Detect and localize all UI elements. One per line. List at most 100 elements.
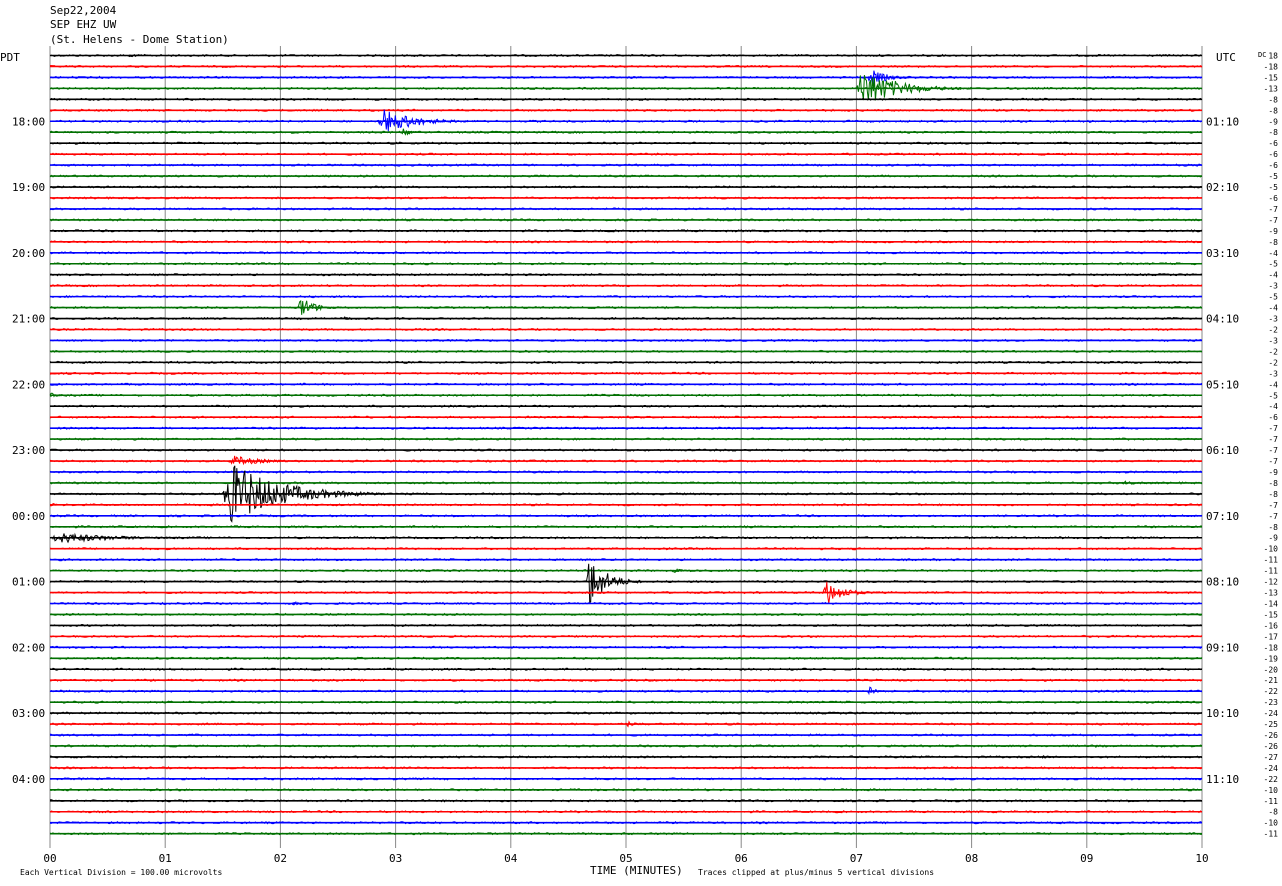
- dc-offset-label: -15: [1264, 73, 1279, 82]
- trace-noise: [49, 557, 1203, 562]
- dc-offset-label: -7: [1268, 424, 1278, 433]
- utc-axis-label: UTC: [1216, 51, 1236, 64]
- trace-noise: [49, 579, 1203, 584]
- trace-noise: [49, 338, 1203, 343]
- dc-offset-label: -5: [1268, 293, 1278, 302]
- dc-offset-label: -27: [1264, 753, 1279, 762]
- dc-offset-label: -6: [1268, 161, 1278, 170]
- dc-offset-label: -13: [1264, 84, 1279, 93]
- dc-offset-label: -2: [1268, 347, 1278, 356]
- trace-noise: [49, 623, 1203, 628]
- utc-time-label: 07:10: [1206, 510, 1239, 523]
- dc-offset-label: -16: [1264, 621, 1279, 630]
- dc-offset-label: -7: [1268, 446, 1278, 455]
- header-station-code: SEP EHZ UW: [50, 18, 117, 31]
- pdt-time-label: 02:00: [12, 641, 45, 654]
- dc-offset-label: 18: [1268, 52, 1278, 61]
- trace-noise: [49, 272, 1203, 277]
- x-tick-label: 01: [159, 852, 172, 865]
- x-tick-label: 10: [1195, 852, 1208, 865]
- dc-offset-label: -8: [1268, 106, 1278, 115]
- seismic-event: [377, 109, 482, 132]
- dc-offset-label: -24: [1264, 764, 1279, 773]
- seismic-event: [228, 455, 321, 466]
- dc-offset-label: -8: [1268, 523, 1278, 532]
- x-axis-title: TIME (MINUTES): [590, 864, 683, 877]
- seismic-event: [49, 392, 74, 398]
- trace-noise: [49, 634, 1203, 639]
- dc-offset-label: -11: [1264, 830, 1279, 839]
- seismic-event: [1121, 480, 1191, 485]
- trace-noise: [49, 820, 1203, 825]
- trace-noise: [49, 97, 1203, 102]
- utc-time-label: 09:10: [1206, 641, 1239, 654]
- trace-noise: [49, 240, 1203, 244]
- trace-noise: [49, 755, 1203, 759]
- dc-offset-label: -7: [1268, 216, 1278, 225]
- dc-offset-label: -7: [1268, 512, 1278, 521]
- dc-offset-label: -25: [1264, 720, 1279, 729]
- pdt-time-label: 22:00: [12, 378, 45, 391]
- trace-noise: [49, 152, 1203, 156]
- dc-offset-label: -4: [1268, 249, 1278, 258]
- seismic-event: [1094, 745, 1098, 748]
- trace-noise: [49, 185, 1203, 189]
- trace-noise: [49, 601, 1203, 606]
- dc-offset-label: -17: [1264, 632, 1279, 641]
- dc-offset-label: -26: [1264, 731, 1279, 740]
- dc-offset-label: -22: [1264, 687, 1279, 696]
- trace-noise: [49, 305, 1203, 310]
- dc-offset-label: -5: [1268, 260, 1278, 269]
- dc-offset-label: -8: [1268, 95, 1278, 104]
- trace-noise: [49, 568, 1203, 573]
- x-tick-label: 02: [274, 852, 287, 865]
- pdt-time-label: 03:00: [12, 707, 45, 720]
- dc-offset-label: -8: [1268, 128, 1278, 137]
- dc-offset-label: -24: [1264, 709, 1279, 718]
- trace-noise: [49, 218, 1203, 222]
- dc-offset-label: -8: [1268, 808, 1278, 817]
- trace-noise: [49, 327, 1203, 332]
- dc-offset-label: -7: [1268, 435, 1278, 444]
- dc-offset-label: -10: [1264, 545, 1279, 554]
- dc-offset-label: -10: [1264, 786, 1279, 795]
- dc-offset-label: -3: [1268, 315, 1278, 324]
- trace-noise: [49, 174, 1203, 178]
- pdt-time-label: 00:00: [12, 510, 45, 523]
- trace-noise: [49, 809, 1203, 814]
- utc-time-label: 03:10: [1206, 247, 1239, 260]
- seismic-event: [401, 128, 425, 136]
- trace-noise: [49, 53, 1203, 58]
- trace-noise: [49, 470, 1203, 474]
- seismic-event: [222, 465, 385, 523]
- dc-offset-label: -26: [1264, 742, 1279, 751]
- dc-offset-label: -5: [1268, 172, 1278, 181]
- dc-offset-label: -9: [1268, 117, 1278, 126]
- scale-note: Each Vertical Division = 100.00 microvol…: [20, 868, 222, 877]
- trace-noise: [49, 207, 1203, 211]
- dc-offset-label: -22: [1264, 775, 1279, 784]
- dc-offset-label: -4: [1268, 380, 1278, 389]
- seismic-event: [867, 686, 891, 696]
- dc-offset-label: -3: [1268, 282, 1278, 291]
- trace-noise: [49, 130, 1203, 134]
- utc-time-label: 06:10: [1206, 444, 1239, 457]
- trace-noise: [49, 393, 1203, 398]
- seismic-event: [297, 300, 344, 315]
- trace-noise: [49, 535, 1203, 540]
- dc-label: DC: [1258, 51, 1266, 59]
- trace-noise: [50, 64, 1203, 69]
- seismic-event: [821, 581, 879, 604]
- seismic-event: [671, 568, 719, 573]
- dc-offset-label: -4: [1268, 304, 1278, 313]
- dc-offset-label: -6: [1268, 139, 1278, 148]
- dc-offset-label: -15: [1264, 610, 1279, 619]
- trace-noise: [49, 711, 1203, 715]
- trace-noise: [49, 349, 1203, 354]
- dc-offset-label: -20: [1264, 665, 1279, 674]
- trace-noise: [49, 404, 1203, 408]
- dc-offset-label: -7: [1268, 457, 1278, 466]
- seismic-event: [1040, 754, 1075, 759]
- trace-noise: [49, 141, 1203, 145]
